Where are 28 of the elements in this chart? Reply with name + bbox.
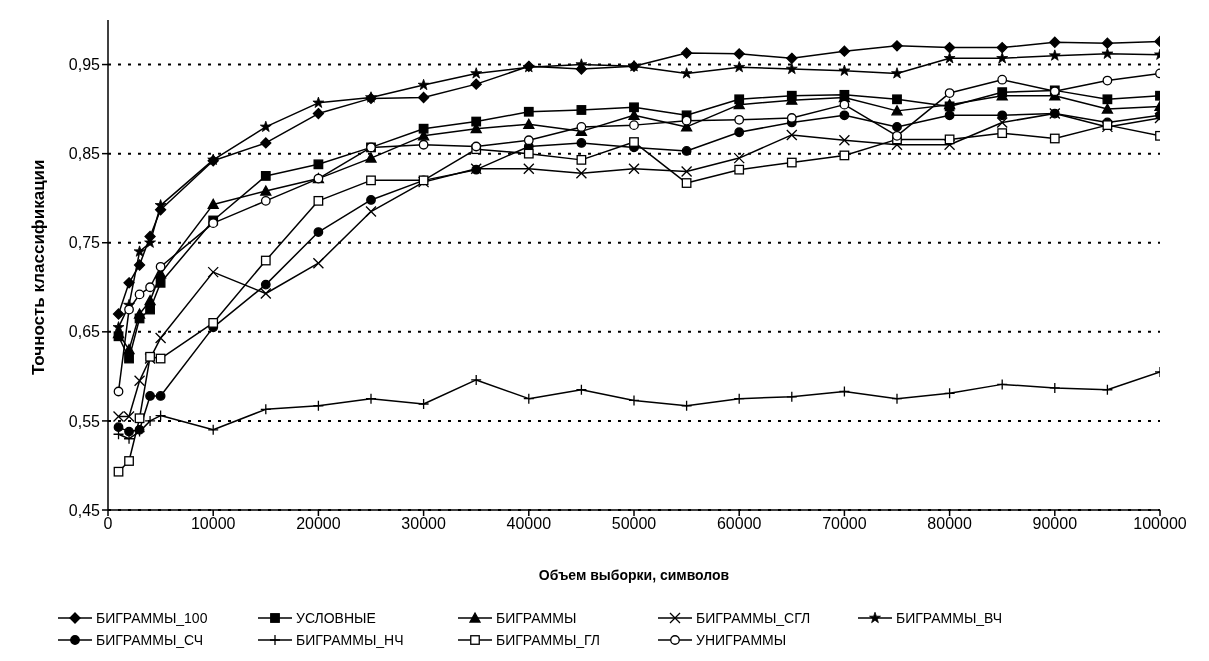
legend-label: БИГРАММЫ_НЧ (296, 632, 404, 648)
y-tick-label: 0,85 (68, 145, 101, 163)
x-tick-label: 0 (103, 515, 113, 533)
x-tick-label: 70000 (822, 515, 867, 533)
legend-label: БИГРАММЫ_СГЛ (696, 610, 811, 626)
legend-label: УСЛОВНЫЕ (296, 610, 376, 626)
legend-label: БИГРАММЫ_100 (96, 610, 208, 626)
y-tick-label: 0,75 (68, 234, 101, 252)
x-tick-label: 90000 (1032, 515, 1078, 533)
y-tick-label: 0,55 (68, 412, 101, 430)
legend-label: БИГРАММЫ (496, 610, 577, 626)
x-tick-label: 100000 (1133, 515, 1187, 533)
legend-label: БИГРАММЫ_ГЛ (496, 632, 601, 648)
x-tick-label: 20000 (296, 515, 341, 533)
x-tick-label: 40000 (506, 515, 552, 533)
y-tick-label: 0,65 (68, 323, 101, 341)
x-tick-label: 50000 (611, 515, 657, 533)
legend-label: УНИГРАММЫ (696, 632, 787, 648)
y-tick-label: 0,95 (68, 56, 101, 74)
legend-label: БИГРАММЫ_СЧ (96, 632, 204, 648)
x-axis-title: Объем выборки, символов (538, 567, 730, 583)
x-tick-label: 30000 (401, 515, 446, 533)
x-tick-label: 10000 (190, 515, 236, 533)
x-tick-label: 60000 (716, 515, 762, 533)
legend-label: БИГРАММЫ_ВЧ (896, 610, 1003, 626)
y-axis-title: Точность классификации (29, 159, 49, 375)
x-tick-label: 80000 (927, 515, 972, 533)
y-tick-label: 0,45 (68, 501, 101, 519)
